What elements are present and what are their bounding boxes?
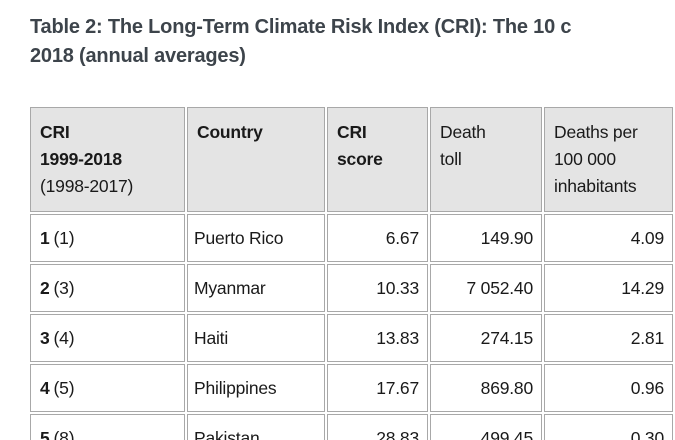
rank-previous: (3)	[53, 278, 75, 298]
page-title-line1: Table 2: The Long-Term Climate Risk Inde…	[30, 16, 572, 38]
rank-number: 2	[40, 278, 50, 298]
rank-number: 5	[40, 428, 50, 440]
country-cell: Philippines	[187, 364, 325, 412]
country-cell: Haiti	[187, 314, 325, 362]
col-header-death-toll-line1: Death	[440, 122, 486, 142]
deaths-per-100k-cell: 14.29	[544, 264, 673, 312]
rank-previous: (4)	[53, 328, 75, 348]
col-header-death-toll-line2: toll	[440, 149, 462, 169]
rank-number: 4	[40, 378, 50, 398]
col-header-deaths-per-100k-line1: Deaths per	[554, 122, 638, 142]
col-header-rank-line1: CRI	[40, 122, 70, 142]
table-row: 2 (3) Myanmar 10.33 7 052.40 14.29	[30, 264, 675, 312]
death-toll-cell: 274.15	[430, 314, 542, 362]
table-row: 4 (5) Philippines 17.67 869.80 0.96	[30, 364, 675, 412]
page-title-line2: 2018 (annual averages)	[30, 45, 246, 67]
col-header-country-label: Country	[197, 122, 263, 142]
country-cell: Puerto Rico	[187, 214, 325, 262]
col-header-death-toll: Death toll	[430, 107, 542, 212]
rank-number: 3	[40, 328, 50, 348]
col-header-cri-score-line2: score	[337, 149, 383, 169]
header-row: CRI 1999-2018 (1998-2017) Country CRI sc…	[30, 107, 675, 212]
col-header-deaths-per-100k: Deaths per 100 000 inhabitants	[544, 107, 673, 212]
rank-cell: 1 (1)	[30, 214, 185, 262]
rank-cell: 4 (5)	[30, 364, 185, 412]
col-header-rank: CRI 1999-2018 (1998-2017)	[30, 107, 185, 212]
death-toll-cell: 869.80	[430, 364, 542, 412]
col-header-rank-line2: 1999-2018	[40, 149, 122, 169]
deaths-per-100k-cell: 4.09	[544, 214, 673, 262]
country-cell: Myanmar	[187, 264, 325, 312]
rank-previous: (5)	[53, 378, 75, 398]
deaths-per-100k-cell: 0.96	[544, 364, 673, 412]
rank-number: 1	[40, 228, 50, 248]
cri-score-cell: 17.67	[327, 364, 428, 412]
cri-table: CRI 1999-2018 (1998-2017) Country CRI sc…	[28, 105, 675, 440]
table-body: 1 (1) Puerto Rico 6.67 149.90 4.09 2 (3) M…	[30, 214, 675, 440]
cri-score-cell: 28.83	[327, 414, 428, 440]
cri-score-cell: 6.67	[327, 214, 428, 262]
col-header-rank-line3: (1998-2017)	[40, 176, 134, 196]
rank-previous: (8)	[53, 428, 75, 440]
page-title: Table 2: The Long-Term Climate Risk Inde…	[30, 13, 675, 71]
death-toll-cell: 7 052.40	[430, 264, 542, 312]
col-header-cri-score: CRI score	[327, 107, 428, 212]
country-cell: Pakistan	[187, 414, 325, 440]
cri-score-cell: 13.83	[327, 314, 428, 362]
deaths-per-100k-cell: 2.81	[544, 314, 673, 362]
rank-cell: 3 (4)	[30, 314, 185, 362]
death-toll-cell: 499.45	[430, 414, 542, 440]
col-header-country: Country	[187, 107, 325, 212]
col-header-deaths-per-100k-line2: 100 000	[554, 149, 616, 169]
table-row: 5 (8) Pakistan 28.83 499.45 0.30	[30, 414, 675, 440]
deaths-per-100k-cell: 0.30	[544, 414, 673, 440]
col-header-cri-score-line1: CRI	[337, 122, 367, 142]
death-toll-cell: 149.90	[430, 214, 542, 262]
table-header: CRI 1999-2018 (1998-2017) Country CRI sc…	[30, 107, 675, 212]
rank-cell: 5 (8)	[30, 414, 185, 440]
col-header-deaths-per-100k-line3: inhabitants	[554, 176, 637, 196]
rank-cell: 2 (3)	[30, 264, 185, 312]
rank-previous: (1)	[53, 228, 75, 248]
table-row: 1 (1) Puerto Rico 6.67 149.90 4.09	[30, 214, 675, 262]
cri-score-cell: 10.33	[327, 264, 428, 312]
table-row: 3 (4) Haiti 13.83 274.15 2.81	[30, 314, 675, 362]
